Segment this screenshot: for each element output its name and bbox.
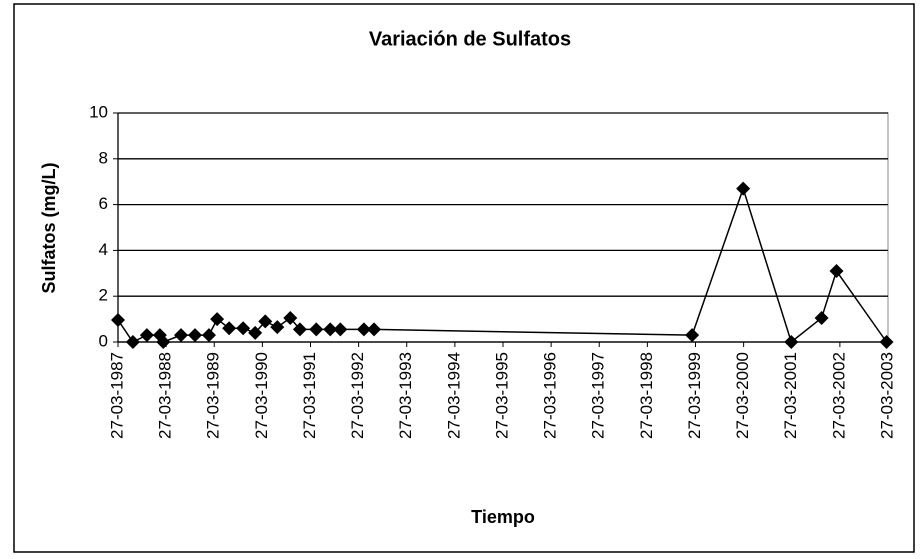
data-point	[139, 328, 154, 343]
x-tick-label: 27-03-1989	[204, 352, 223, 439]
data-point	[685, 328, 700, 343]
data-point	[309, 322, 324, 337]
data-point	[248, 325, 263, 340]
y-axis-title: Sulfatos (mg/L)	[39, 163, 59, 294]
data-point	[222, 321, 237, 336]
x-tick-label: 27-03-1987	[107, 352, 126, 439]
x-tick-label: 27-03-1994	[444, 352, 463, 439]
x-tick-label: 27-03-1990	[252, 352, 271, 439]
data-point	[333, 322, 348, 337]
x-tick-label: 27-03-1999	[685, 352, 704, 439]
x-tick-label: 27-03-1991	[300, 352, 319, 439]
data-point	[784, 335, 799, 349]
data-point	[356, 322, 371, 337]
data-point	[210, 312, 225, 327]
x-tick-label: 27-03-1997	[589, 352, 608, 439]
data-point	[188, 328, 202, 343]
chart-title: Variación de Sulfatos	[369, 28, 571, 50]
data-point	[323, 322, 338, 337]
x-tick-label: 27-03-1995	[492, 352, 511, 439]
data-point	[814, 310, 829, 325]
data-point	[236, 321, 251, 336]
data-point	[270, 320, 285, 335]
data-point	[367, 322, 382, 337]
y-tick-label: 10	[89, 102, 108, 121]
x-tick-label: 27-03-1992	[348, 352, 367, 439]
x-tick-label: 27-03-2000	[733, 352, 752, 439]
y-tick-label: 6	[99, 194, 108, 213]
x-tick-label: 27-03-1996	[541, 352, 560, 439]
data-point	[283, 310, 298, 325]
x-tick-label: 27-03-1988	[156, 352, 175, 439]
data-point	[879, 335, 894, 349]
y-tick-label: 0	[99, 331, 108, 350]
data-point	[201, 328, 216, 343]
x-tick-label: 27-03-2003	[877, 352, 896, 439]
y-tick-label: 4	[99, 240, 108, 259]
x-tick-label: 27-03-1998	[637, 352, 656, 439]
data-point	[258, 314, 273, 329]
data-point	[111, 313, 125, 328]
x-tick-label: 27-03-2002	[829, 352, 848, 439]
data-point	[125, 335, 140, 349]
data-point	[829, 264, 844, 279]
data-point	[736, 181, 751, 196]
x-tick-label: 27-03-2001	[781, 352, 800, 439]
y-tick-label: 2	[99, 286, 108, 305]
plot-area	[117, 112, 889, 343]
x-axis-title: Tiempo	[471, 507, 535, 527]
data-point	[156, 335, 171, 349]
x-tick-label: 27-03-1993	[396, 352, 415, 439]
y-tick-label: 8	[99, 148, 108, 167]
data-point	[174, 328, 189, 343]
data-point	[292, 322, 307, 337]
